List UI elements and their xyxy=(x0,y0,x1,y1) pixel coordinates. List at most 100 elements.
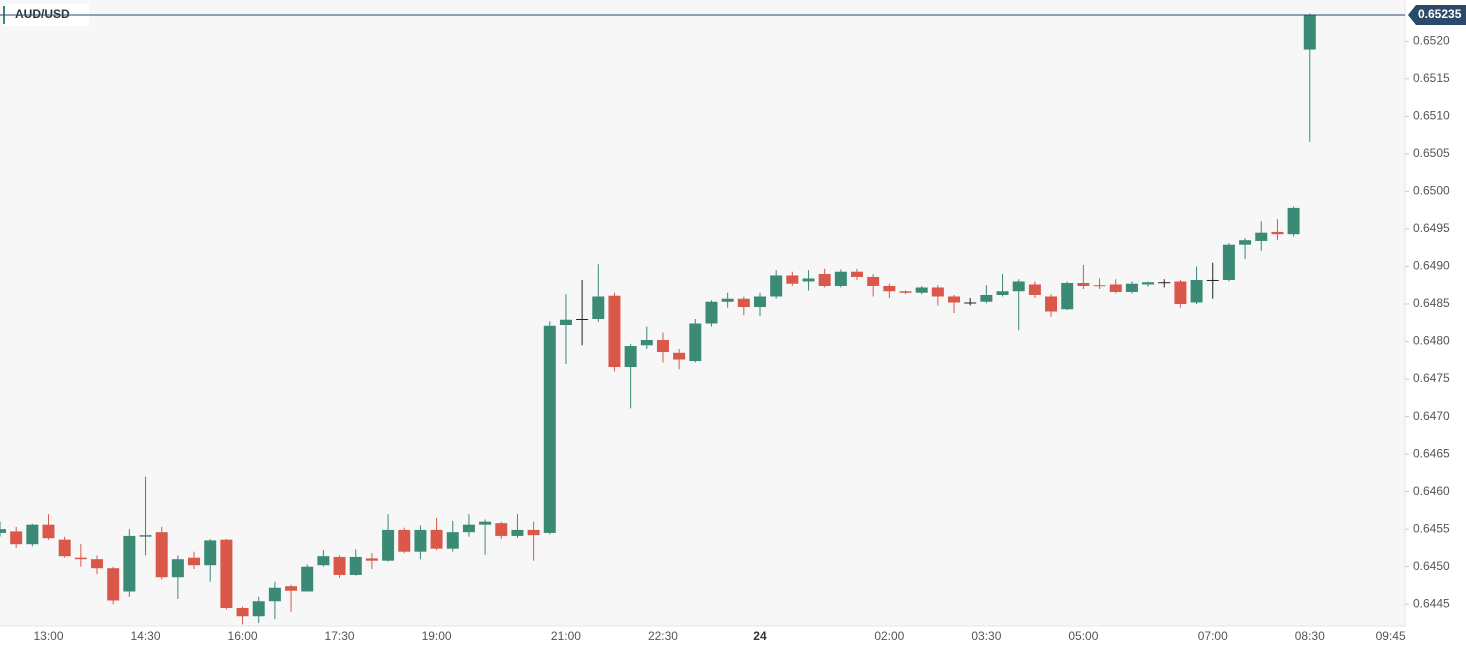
candle-body xyxy=(1109,284,1122,292)
candle-body xyxy=(414,529,427,552)
candle-body xyxy=(948,296,961,303)
candle-body xyxy=(268,587,281,602)
candle-body xyxy=(1012,281,1025,292)
x-tick-label: 03:30 xyxy=(971,629,1001,643)
candle-body xyxy=(931,287,944,297)
candle-body xyxy=(576,319,589,321)
candle-body xyxy=(58,539,71,557)
candle-body xyxy=(883,285,896,292)
candle-body xyxy=(851,271,864,277)
last-price-label: 0.65235 xyxy=(1418,7,1462,21)
candle-body xyxy=(899,291,912,293)
candle-body xyxy=(317,556,330,566)
x-tick-label: 07:00 xyxy=(1198,629,1228,643)
plot-area xyxy=(0,0,1405,626)
candle-body xyxy=(640,340,653,346)
candle-body xyxy=(220,539,233,608)
y-tick-label: 0.6475 xyxy=(1413,371,1450,385)
candle-body xyxy=(527,529,540,536)
candle-body xyxy=(1045,296,1058,312)
candle-body xyxy=(204,540,217,566)
candle-body xyxy=(1190,279,1203,303)
candle-body xyxy=(980,294,993,302)
candle-body xyxy=(479,521,492,525)
y-tick-label: 0.6460 xyxy=(1413,484,1450,498)
candle-body xyxy=(430,529,443,549)
candle-body xyxy=(398,529,411,552)
candle-body xyxy=(333,556,346,575)
candle-body xyxy=(0,529,6,533)
candle-body xyxy=(543,325,556,533)
candle-body xyxy=(1255,232,1268,241)
y-tick-label: 0.6480 xyxy=(1413,334,1450,348)
x-tick-label: 17:30 xyxy=(325,629,355,643)
y-tick-label: 0.6510 xyxy=(1413,109,1450,123)
x-tick-label: 19:00 xyxy=(422,629,452,643)
candle-body xyxy=(10,531,23,545)
candle-body xyxy=(624,346,637,368)
candle-body xyxy=(1174,281,1187,304)
candle-body xyxy=(1028,284,1041,295)
candle-body xyxy=(511,529,524,536)
y-tick-label: 0.6520 xyxy=(1413,33,1450,47)
x-tick-label: 08:30 xyxy=(1295,629,1325,643)
candle-body xyxy=(1206,279,1219,281)
candle-body xyxy=(559,319,572,326)
x-tick-label: 16:00 xyxy=(228,629,258,643)
y-tick-label: 0.6455 xyxy=(1413,521,1450,535)
candle-body xyxy=(1142,282,1155,285)
symbol-label[interactable]: AUD/USD xyxy=(15,7,70,21)
y-tick-label: 0.6450 xyxy=(1413,559,1450,573)
last-price-tag xyxy=(1408,5,1466,26)
candle-body xyxy=(608,295,621,368)
candle-body xyxy=(446,532,459,549)
candle-body xyxy=(802,278,815,282)
candle-body xyxy=(1061,282,1074,310)
candle-body xyxy=(26,524,39,545)
candle-body xyxy=(737,298,750,307)
candle-body xyxy=(382,529,395,561)
x-tick-label: 02:00 xyxy=(874,629,904,643)
candle-body xyxy=(592,296,605,320)
candle-body xyxy=(155,532,168,578)
y-tick-label: 0.6490 xyxy=(1413,259,1450,273)
y-tick-label: 0.6500 xyxy=(1413,184,1450,198)
x-tick-label: 22:30 xyxy=(648,629,678,643)
candle-body xyxy=(349,556,362,575)
y-tick-label: 0.6465 xyxy=(1413,446,1450,460)
x-tick-label: 13:00 xyxy=(33,629,63,643)
candle-body xyxy=(996,291,1009,295)
candle-body xyxy=(123,535,136,592)
candle-body xyxy=(252,601,265,617)
y-tick-label: 0.6505 xyxy=(1413,146,1450,160)
candle-body xyxy=(91,559,104,569)
candle-body xyxy=(1222,244,1235,280)
candle-body xyxy=(818,273,831,286)
candle-body xyxy=(689,323,702,362)
candle-body xyxy=(770,275,783,297)
candle-body xyxy=(139,535,152,537)
candle-body xyxy=(1077,282,1090,286)
y-tick-label: 0.6470 xyxy=(1413,409,1450,423)
candle-body xyxy=(236,607,249,617)
candle-body xyxy=(1158,282,1171,284)
candle-body xyxy=(462,524,475,533)
candle-body xyxy=(915,287,928,293)
candle-body xyxy=(365,558,378,561)
x-tick-label: 24 xyxy=(753,629,767,643)
candle-body xyxy=(656,340,669,353)
candle-body xyxy=(42,524,55,539)
candle-body xyxy=(964,302,977,304)
x-tick-label: 14:30 xyxy=(131,629,161,643)
x-tick-label: 21:00 xyxy=(551,629,581,643)
candle-body xyxy=(1271,231,1284,235)
candle-body xyxy=(1239,240,1252,245)
candle-body xyxy=(705,301,718,324)
candle-body xyxy=(753,296,766,307)
candle-body xyxy=(786,275,799,284)
x-tick-label: 05:00 xyxy=(1068,629,1098,643)
candle-body xyxy=(1125,283,1138,292)
candle-body xyxy=(171,559,184,578)
y-tick-label: 0.6515 xyxy=(1413,71,1450,85)
